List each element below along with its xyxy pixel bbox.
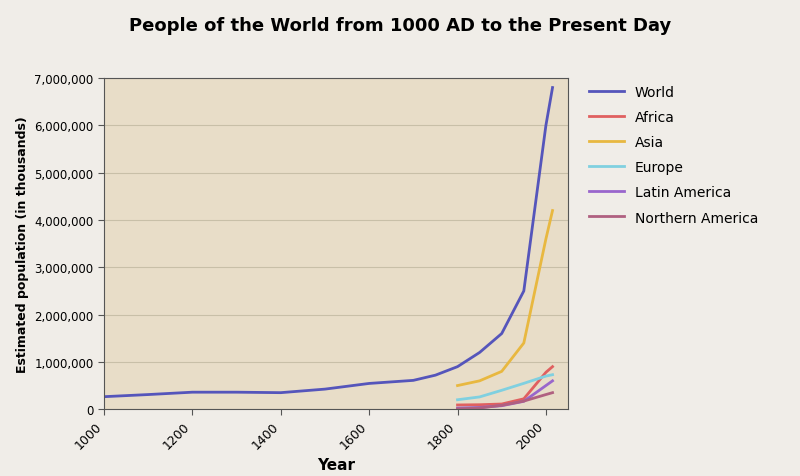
World [276, 390, 286, 396]
Line: World: World [104, 89, 553, 397]
Line: Africa: Africa [458, 367, 553, 405]
World [320, 387, 330, 392]
Y-axis label: Estimated population (in thousands): Estimated population (in thousands) [16, 116, 29, 372]
Line: Northern America: Northern America [458, 393, 553, 409]
Asia [453, 383, 462, 388]
Europe [541, 374, 550, 379]
Asia [497, 369, 506, 375]
Africa [475, 402, 485, 408]
Latin America [453, 406, 462, 411]
World [364, 381, 374, 387]
Europe [497, 387, 506, 393]
Northern America [519, 398, 529, 404]
World [519, 288, 529, 294]
Northern America [475, 405, 485, 411]
Line: Asia: Asia [458, 211, 553, 386]
Africa [541, 370, 550, 376]
Latin America [497, 403, 506, 409]
Asia [548, 208, 558, 214]
World [475, 350, 485, 356]
World [409, 378, 418, 384]
Europe [548, 372, 558, 378]
Text: People of the World from 1000 AD to the Present Day: People of the World from 1000 AD to the … [129, 17, 671, 35]
Asia [541, 237, 550, 242]
World [430, 373, 440, 378]
World [143, 392, 153, 397]
Legend: World, Africa, Asia, Europe, Latin America, Northern America: World, Africa, Asia, Europe, Latin Ameri… [589, 86, 758, 225]
World [187, 389, 197, 395]
Northern America [453, 406, 462, 412]
Latin America [519, 398, 529, 404]
Northern America [548, 390, 558, 396]
Latin America [541, 383, 550, 388]
Africa [497, 401, 506, 407]
Latin America [548, 378, 558, 384]
World [232, 389, 242, 395]
Europe [519, 381, 529, 387]
World [453, 364, 462, 370]
X-axis label: Year: Year [317, 457, 355, 472]
Line: Europe: Europe [458, 375, 553, 400]
World [541, 123, 550, 129]
Asia [475, 378, 485, 384]
Africa [519, 396, 529, 402]
Europe [453, 397, 462, 403]
Europe [475, 394, 485, 400]
Northern America [541, 392, 550, 397]
World [548, 86, 558, 91]
Northern America [497, 403, 506, 408]
Africa [548, 364, 558, 370]
Asia [519, 340, 529, 346]
Latin America [475, 405, 485, 410]
Line: Latin America: Latin America [458, 381, 553, 408]
World [99, 394, 109, 400]
World [497, 331, 506, 337]
Africa [453, 402, 462, 408]
